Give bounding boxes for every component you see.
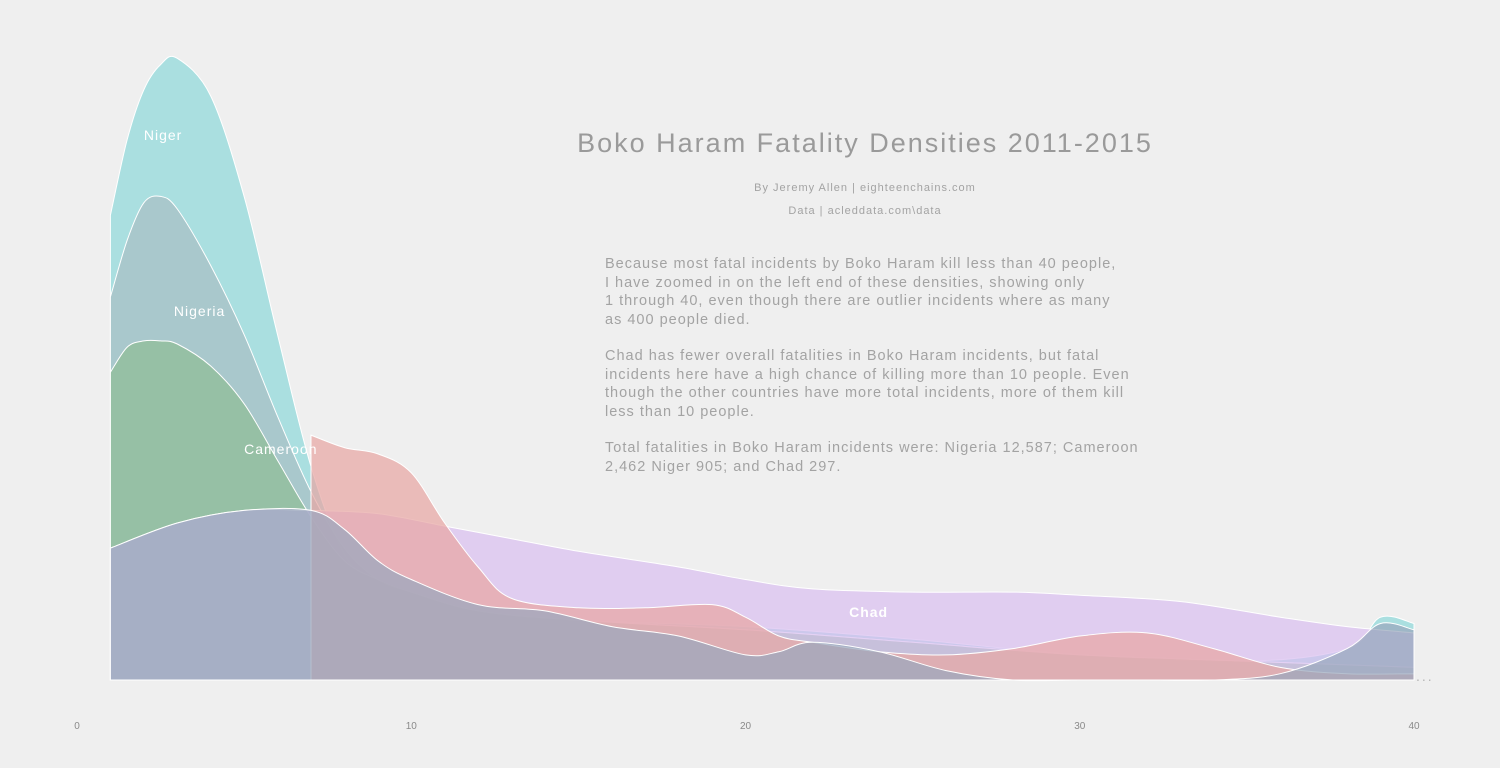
series-label-chad: Chad [849,604,888,620]
chart-annotation: Because most fatal incidents by Boko Har… [605,255,1165,494]
series-label-niger: Niger [144,127,182,143]
annotation-paragraph-2: Chad has fewer overall fatalities in Bok… [605,347,1165,421]
series-label-nigeria: Nigeria [174,303,225,319]
x-tick-label: 40 [1408,721,1420,732]
x-tick-label: 30 [1074,721,1086,732]
annotation-line: Because most fatal incidents by Boko Har… [605,256,1117,272]
annotation-line: 2,462 Niger 905; and Chad 297. [605,458,842,475]
density-areas [109,55,1415,682]
series-label-cameroon: Cameroon [244,441,317,457]
x-tick-label: 10 [406,721,418,732]
annotation-line: as 400 people died. [605,311,751,328]
annotation-line: I have zoomed in on the left end of thes… [605,274,1086,291]
annotation-line: 1 through 40, even though there are outl… [605,293,1111,309]
chart-title: Boko Haram Fatality Densities 2011-2015 [577,128,1153,158]
annotation-line: Chad has fewer overall fatalities in Bok… [605,348,1100,364]
x-tick-label: 0 [74,721,80,732]
density-area-series-6 [109,507,1415,682]
annotation-line: though the other countries have more tot… [605,385,1125,401]
annotation-paragraph-3: Total fatalities in Boko Haram incidents… [605,439,1165,476]
axis-continuation-marker: ... [1416,668,1434,684]
annotation-line: Total fatalities in Boko Haram incidents… [605,440,1139,456]
series-labels: Niger Nigeria Cameroon Chad [144,127,888,620]
annotation-line: incidents here have a high chance of kil… [605,366,1130,383]
density-area-series-5 [310,434,1415,681]
chart-byline: By Jeremy Allen | eighteenchains.com [754,182,976,194]
chart-source: Data | acleddata.com\data [788,205,942,217]
annotation-line: less than 10 people. [605,403,755,420]
x-tick-label: 20 [740,721,752,732]
annotation-paragraph-1: Because most fatal incidents by Boko Har… [605,255,1165,329]
x-axis-ticks: 0 10 20 30 40 [74,721,1420,732]
